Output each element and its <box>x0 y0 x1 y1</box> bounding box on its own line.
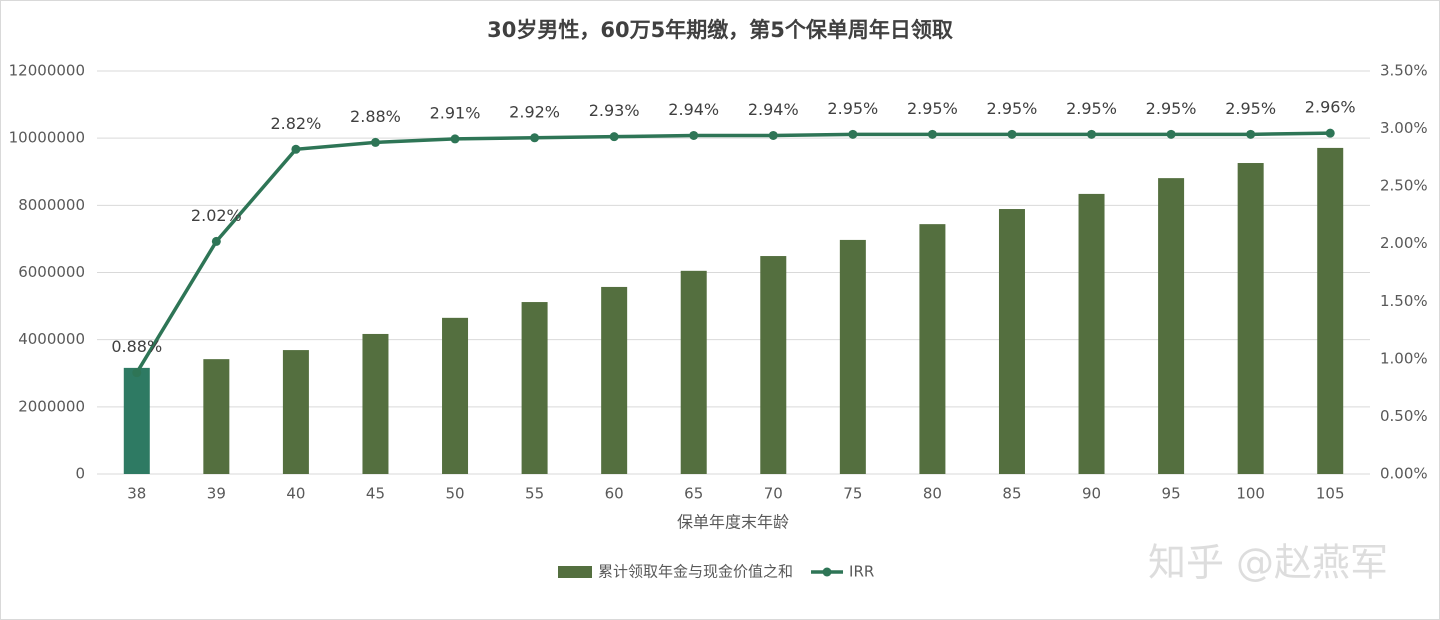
line-point <box>1007 129 1017 139</box>
line-point <box>1246 129 1256 139</box>
y-tick-label: 12000000 <box>9 62 85 80</box>
data-label: 2.93% <box>589 101 640 120</box>
bar <box>521 302 548 474</box>
x-axis-label: 保单年度末年龄 <box>677 513 789 532</box>
line-point <box>132 368 142 378</box>
bar <box>919 224 946 474</box>
line-point <box>689 130 699 140</box>
bar <box>282 350 309 474</box>
legend-label: 累计领取年金与现金价值之和 <box>598 563 793 581</box>
y2-tick-label: 0.00% <box>1380 465 1428 483</box>
legend-label: IRR <box>849 563 874 581</box>
x-tick-label: 38 <box>127 485 146 503</box>
data-label: 2.95% <box>907 99 958 118</box>
x-tick-label: 39 <box>207 485 226 503</box>
x-tick-label: 65 <box>684 485 703 503</box>
x-tick-label: 80 <box>923 485 942 503</box>
y-tick-label: 2000000 <box>18 397 85 415</box>
data-label: 2.94% <box>668 100 719 119</box>
x-tick-label: 55 <box>525 485 544 503</box>
line-point <box>450 134 460 144</box>
data-label: 2.95% <box>1146 99 1197 118</box>
data-label: 2.95% <box>1066 99 1117 118</box>
data-label: 2.94% <box>748 100 799 119</box>
x-tick-label: 40 <box>286 485 305 503</box>
line-point <box>211 236 221 246</box>
y-tick-label: 8000000 <box>18 196 85 214</box>
data-label: 2.95% <box>1225 99 1276 118</box>
line-point <box>1166 129 1176 139</box>
bar <box>839 239 866 474</box>
bar <box>1237 163 1264 475</box>
legend-swatch <box>558 566 592 578</box>
line-point <box>768 130 778 140</box>
data-label: 2.95% <box>827 99 878 118</box>
x-tick-label: 50 <box>445 485 464 503</box>
bar <box>123 367 150 474</box>
line-point <box>1087 129 1097 139</box>
line-point <box>609 132 619 142</box>
bar <box>203 359 230 474</box>
y-tick-label: 10000000 <box>9 129 85 147</box>
data-label: 2.91% <box>430 103 481 122</box>
bar <box>1158 178 1185 474</box>
line-point <box>291 144 301 154</box>
line-point <box>927 129 937 139</box>
chart-title: 30岁男性，60万5年期缴，第5个保单周年日领取 <box>487 18 953 42</box>
bar <box>760 256 787 474</box>
x-tick-label: 60 <box>605 485 624 503</box>
line-point <box>370 137 380 147</box>
line-point <box>848 129 858 139</box>
bar <box>442 317 469 474</box>
watermark: 知乎 @赵燕军 <box>1148 541 1388 585</box>
line-point <box>530 133 540 143</box>
x-tick-label: 95 <box>1162 485 1181 503</box>
bar <box>1078 193 1105 475</box>
x-tick-label: 45 <box>366 485 385 503</box>
line-point <box>1325 128 1335 138</box>
x-tick-label: 75 <box>843 485 862 503</box>
data-label: 2.92% <box>509 102 560 121</box>
data-label: 2.95% <box>987 99 1038 118</box>
y2-tick-label: 1.50% <box>1380 292 1428 310</box>
legend-swatch <box>822 567 832 577</box>
y2-tick-label: 1.00% <box>1380 349 1428 367</box>
y-tick-label: 0 <box>75 465 85 483</box>
bar <box>1317 147 1344 475</box>
y2-tick-label: 0.50% <box>1380 407 1428 425</box>
bar <box>362 333 389 474</box>
x-tick-label: 105 <box>1316 485 1345 503</box>
y-tick-label: 4000000 <box>18 330 85 348</box>
data-label: 2.02% <box>191 206 242 225</box>
y2-tick-label: 2.50% <box>1380 177 1428 195</box>
x-tick-label: 100 <box>1236 485 1265 503</box>
y-tick-label: 6000000 <box>18 263 85 281</box>
x-tick-label: 70 <box>764 485 783 503</box>
y2-tick-label: 3.00% <box>1380 119 1428 137</box>
data-label: 0.88% <box>111 337 162 356</box>
x-tick-label: 85 <box>1002 485 1021 503</box>
bar <box>998 209 1025 474</box>
line <box>135 131 1331 374</box>
data-label: 2.96% <box>1305 98 1356 117</box>
x-tick-label: 90 <box>1082 485 1101 503</box>
bar <box>680 270 707 474</box>
data-label: 2.82% <box>270 114 321 133</box>
y2-tick-label: 2.00% <box>1380 234 1428 252</box>
y2-tick-label: 3.50% <box>1380 62 1428 80</box>
bar <box>601 286 628 474</box>
data-label: 2.88% <box>350 107 401 126</box>
